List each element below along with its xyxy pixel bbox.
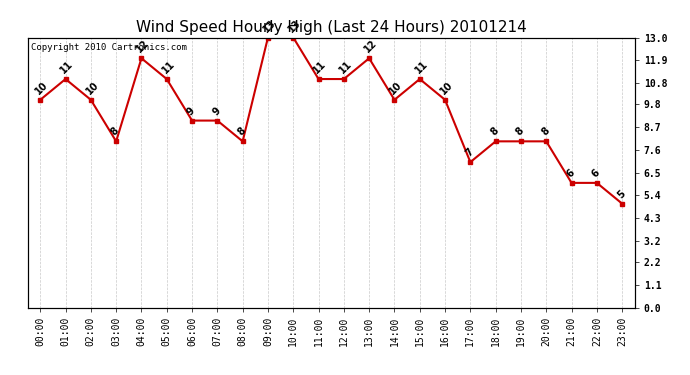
Title: Wind Speed Hourly High (Last 24 Hours) 20101214: Wind Speed Hourly High (Last 24 Hours) 2… [136,20,526,35]
Text: 10: 10 [33,80,50,96]
Text: Copyright 2010 Cartronics.com: Copyright 2010 Cartronics.com [30,43,186,52]
Text: 10: 10 [388,80,404,96]
Text: 8: 8 [514,126,526,138]
Text: 12: 12 [135,38,151,55]
Text: 11: 11 [59,59,75,75]
Text: 7: 7 [464,147,475,159]
Text: 10: 10 [84,80,101,96]
Text: 8: 8 [236,126,248,138]
Text: 8: 8 [489,126,501,138]
Text: 11: 11 [413,59,429,75]
Text: 8: 8 [109,126,121,138]
Text: 6: 6 [564,168,576,179]
Text: 5: 5 [615,188,627,200]
Text: 11: 11 [337,59,353,75]
Text: 11: 11 [312,59,328,75]
Text: 9: 9 [210,105,222,117]
Text: 12: 12 [362,38,379,55]
Text: 6: 6 [590,168,602,179]
Text: 8: 8 [540,126,551,138]
Text: 11: 11 [160,59,177,75]
Text: 13: 13 [286,17,303,34]
Text: 9: 9 [185,105,197,117]
Text: 10: 10 [438,80,455,96]
Text: 13: 13 [261,17,277,34]
